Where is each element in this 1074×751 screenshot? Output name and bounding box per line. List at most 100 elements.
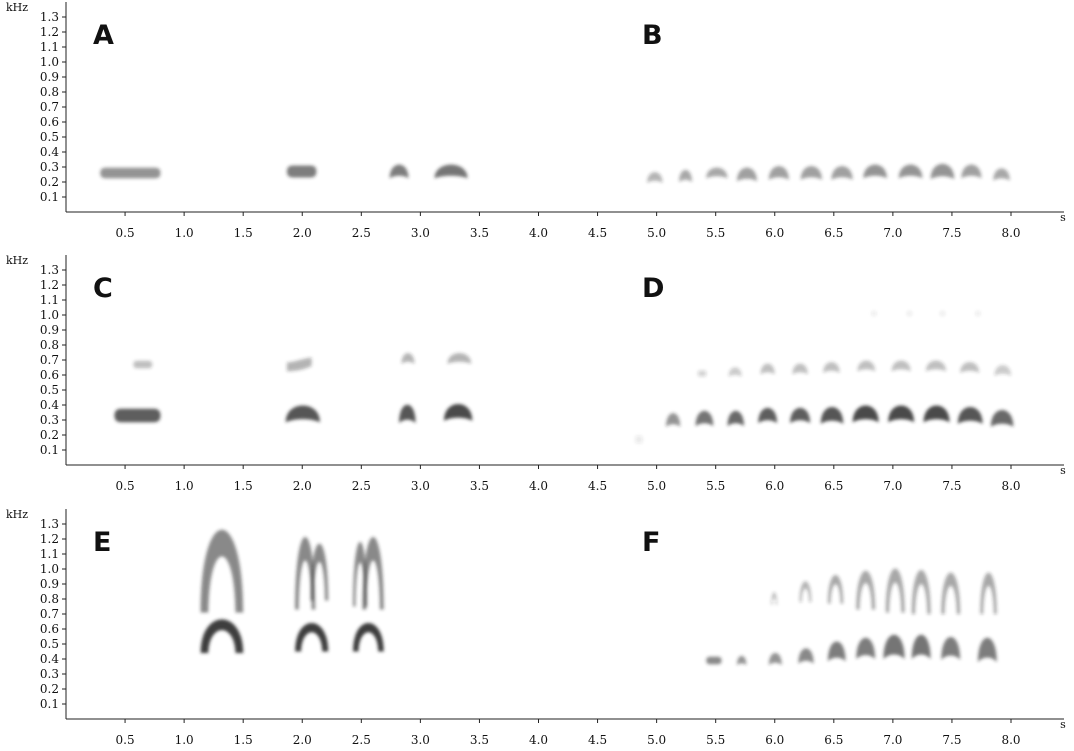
y-tick-label: 0.1 xyxy=(40,697,59,711)
y-unit-label: kHz xyxy=(6,508,28,521)
panel-letter-b: B xyxy=(642,20,663,51)
note-d-19 xyxy=(957,407,983,424)
note-f-14 xyxy=(911,570,931,614)
y-tick-label: 1.0 xyxy=(40,55,59,69)
note-f-2 xyxy=(736,655,747,665)
y-tick-label: 0.5 xyxy=(40,637,59,651)
x-tick-label: 4.0 xyxy=(529,733,548,747)
panel-b-notes xyxy=(647,163,1010,183)
y-tick-label: 0.4 xyxy=(40,652,59,666)
note-d-6 xyxy=(728,367,742,377)
x-tick-label: 4.5 xyxy=(588,226,607,240)
y-tick-label: 1.2 xyxy=(40,25,59,39)
note-c-6 xyxy=(401,353,415,364)
note-a-4 xyxy=(434,164,468,179)
x-tick-label: 0.5 xyxy=(116,479,135,493)
x-tick-label: 8.0 xyxy=(1001,733,1020,747)
x-tick-label: 8.0 xyxy=(1001,479,1020,493)
spectrogram-row-3: E F0.10.20.30.40.50.60.70.80.91.01.11.21.… xyxy=(6,508,1066,747)
x-tick-label: 2.0 xyxy=(293,226,312,240)
note-d-12 xyxy=(823,362,840,373)
note-e-8 xyxy=(353,623,384,652)
x-tick-label: 3.5 xyxy=(470,226,489,240)
note-b-10 xyxy=(930,163,955,179)
x-tick-label: 2.5 xyxy=(352,479,371,493)
note-f-12 xyxy=(885,568,905,613)
note-f-7 xyxy=(827,641,846,662)
note-b-4 xyxy=(736,167,758,182)
x-tick-label: 3.5 xyxy=(470,733,489,747)
y-tick-label: 1.1 xyxy=(40,40,59,54)
y-tick-label: 1.1 xyxy=(40,547,59,561)
x-tick-label: 5.5 xyxy=(706,479,725,493)
note-e-1 xyxy=(200,529,244,613)
y-tick-label: 0.9 xyxy=(40,70,59,84)
x-tick-label: 5.5 xyxy=(706,226,725,240)
panel-c-notes xyxy=(114,353,473,423)
note-c-8 xyxy=(447,353,472,364)
spectrogram-row-2: C D0.10.20.30.40.50.60.70.80.91.01.11.21.… xyxy=(6,254,1066,493)
note-d-2 xyxy=(666,413,681,427)
note-c-3 xyxy=(285,405,320,423)
x-tick-label: 3.0 xyxy=(411,226,430,240)
note-b-2 xyxy=(679,169,693,182)
panel-e-notes xyxy=(200,529,384,653)
x-tick-label: 2.5 xyxy=(352,733,371,747)
y-unit-label: kHz xyxy=(6,254,28,267)
y-tick-label: 0.2 xyxy=(40,175,59,189)
x-tick-label: 1.5 xyxy=(234,226,253,240)
note-a-1 xyxy=(100,167,161,179)
y-tick-label: 0.7 xyxy=(40,100,59,114)
x-tick-label: 7.5 xyxy=(942,733,961,747)
x-tick-label: 7.0 xyxy=(883,733,902,747)
note-b-5 xyxy=(768,166,789,180)
spectrogram-row-1: A B0.10.20.30.40.50.60.70.80.91.01.11.21.… xyxy=(6,1,1066,240)
note-e-2 xyxy=(200,619,244,653)
note-d-11 xyxy=(820,407,844,424)
note-f-11 xyxy=(883,634,905,659)
y-tick-label: 1.0 xyxy=(40,562,59,576)
y-tick-label: 0.6 xyxy=(40,115,59,129)
note-e-7 xyxy=(362,537,384,610)
y-tick-label: 0.7 xyxy=(40,607,59,621)
x-tick-label: 4.0 xyxy=(529,226,548,240)
note-c-7 xyxy=(444,404,473,421)
note-c-2 xyxy=(133,360,153,369)
panel-letter-e: E xyxy=(93,527,111,558)
note-f-16 xyxy=(941,572,961,614)
y-tick-label: 0.2 xyxy=(40,428,59,442)
note-d-4 xyxy=(697,370,707,377)
panel-letter-c: C xyxy=(93,273,113,304)
y-tick-label: 0.8 xyxy=(40,338,59,352)
x-tick-label: 5.0 xyxy=(647,226,666,240)
x-tick-label: 6.0 xyxy=(765,226,784,240)
note-d-22 xyxy=(994,365,1011,376)
note-d-13 xyxy=(852,405,879,423)
x-tick-label: 4.5 xyxy=(588,733,607,747)
x-tick-label: 1.0 xyxy=(175,226,194,240)
x-tick-label: 0.5 xyxy=(116,733,135,747)
note-d-23 xyxy=(871,311,877,316)
note-a-2 xyxy=(286,165,317,178)
note-b-6 xyxy=(800,166,822,180)
panel-d-notes xyxy=(635,311,1014,444)
note-d-10 xyxy=(792,363,808,375)
y-tick-label: 0.3 xyxy=(40,667,59,681)
note-b-11 xyxy=(961,164,982,179)
y-unit-label: kHz xyxy=(6,1,28,14)
x-unit-label: s xyxy=(1060,718,1066,731)
x-tick-label: 2.5 xyxy=(352,226,371,240)
note-f-8 xyxy=(827,575,844,604)
note-d-20 xyxy=(960,362,980,373)
y-tick-label: 0.3 xyxy=(40,413,59,427)
y-tick-label: 0.6 xyxy=(40,622,59,636)
x-tick-label: 5.0 xyxy=(647,479,666,493)
note-d-15 xyxy=(888,405,915,423)
note-d-21 xyxy=(990,410,1014,427)
note-d-24 xyxy=(907,311,912,316)
x-tick-label: 6.0 xyxy=(765,733,784,747)
note-f-15 xyxy=(941,636,961,660)
y-tick-label: 1.2 xyxy=(40,532,59,546)
x-tick-label: 4.5 xyxy=(588,479,607,493)
y-tick-label: 1.3 xyxy=(40,263,59,277)
